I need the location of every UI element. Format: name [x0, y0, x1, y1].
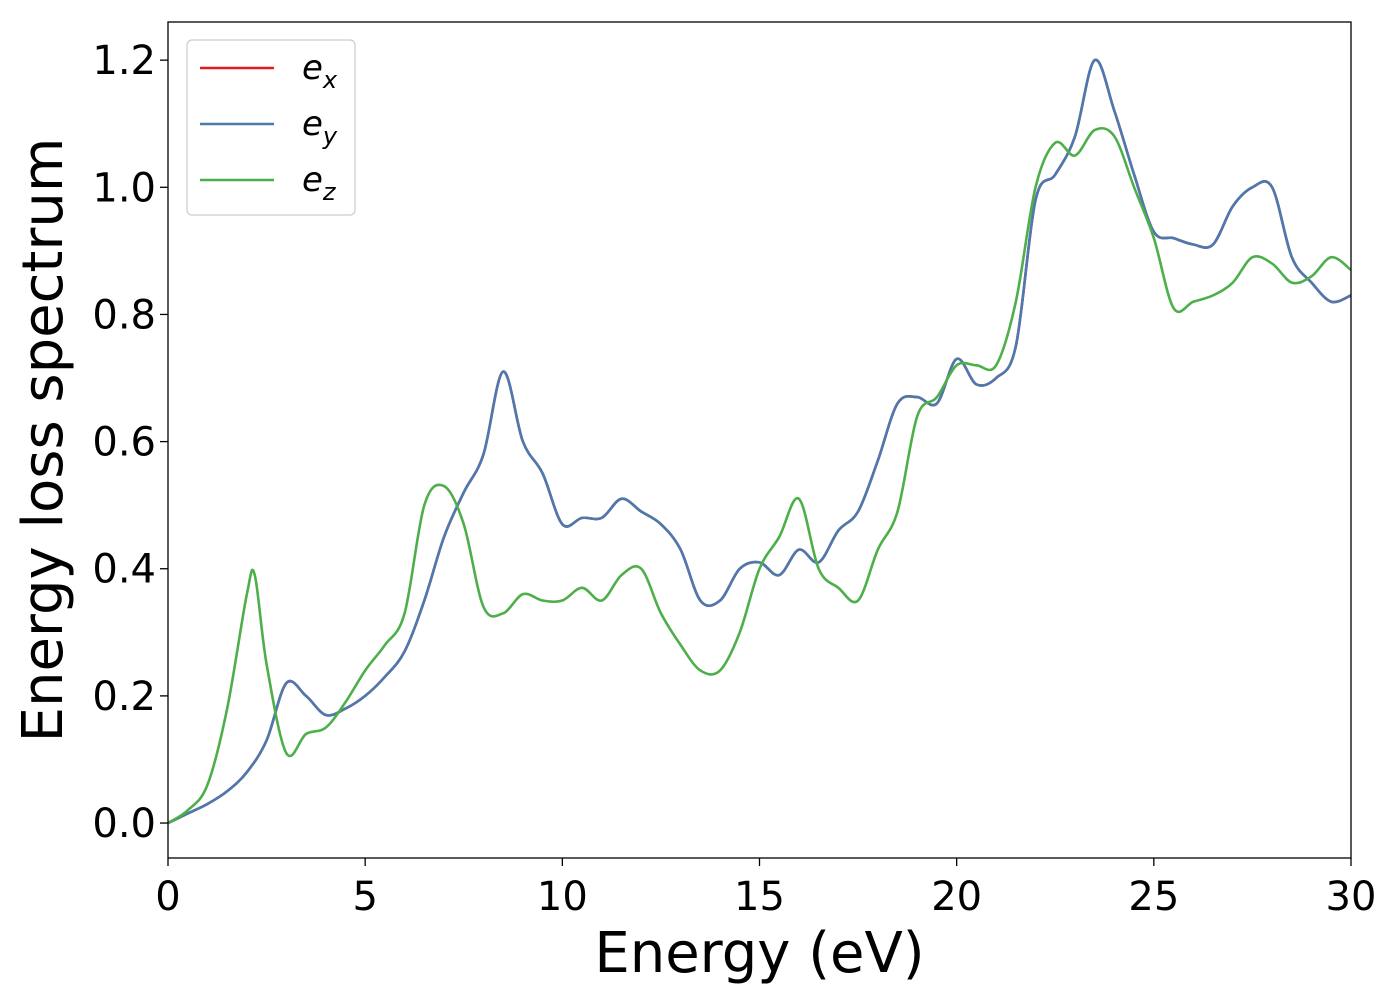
y-tick-label: 1.2 [92, 38, 156, 84]
x-tick-label: 20 [931, 874, 982, 920]
x-tick-label: 15 [734, 874, 785, 920]
legend-label-z: ez [302, 160, 337, 206]
x-tick-label: 5 [352, 874, 377, 920]
series-layer [168, 58, 1351, 825]
x-axis: 0 5 10 15 20 25 30 [155, 858, 1376, 920]
y-tick-label: 0.8 [92, 292, 156, 338]
legend-box [186, 39, 356, 216]
y-axis-label: Energy loss spectrum [11, 138, 76, 743]
x-tick-label: 10 [537, 874, 588, 920]
x-axis-label: Energy (eV) [594, 921, 924, 986]
x-tick-label: 0 [155, 874, 180, 920]
y-tick-label: 1.0 [92, 165, 156, 211]
y-tick-label: 0.2 [92, 674, 156, 720]
legend: ex ey ez [186, 39, 356, 216]
y-tick-label: 0.6 [92, 420, 156, 466]
x-tick-label: 30 [1326, 874, 1377, 920]
legend-label-y: ey [302, 104, 338, 150]
y-tick-label: 0.4 [92, 547, 156, 593]
series-line-z [168, 126, 1351, 825]
y-tick-label: 0.0 [92, 801, 156, 847]
x-tick-label: 25 [1128, 874, 1179, 920]
series-line-y [168, 58, 1351, 825]
y-axis: 0.0 0.2 0.4 0.6 0.8 1.0 1.2 [92, 38, 168, 847]
legend-label-x: ex [302, 48, 338, 94]
